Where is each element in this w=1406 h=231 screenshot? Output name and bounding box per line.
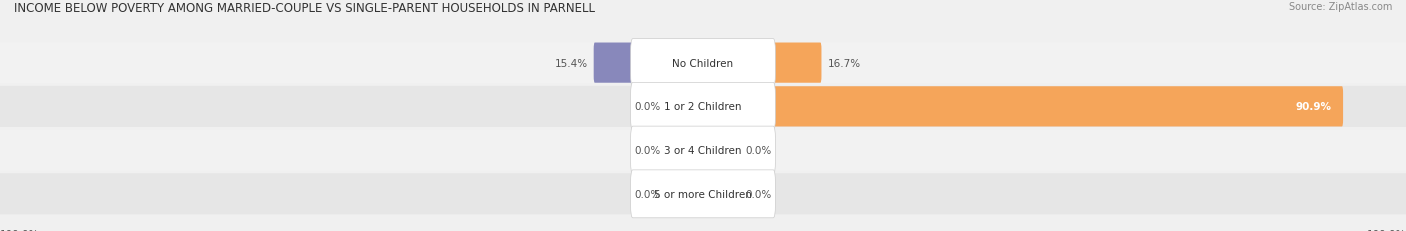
- FancyBboxPatch shape: [702, 87, 1343, 127]
- Text: 0.0%: 0.0%: [634, 102, 661, 112]
- Text: 0.0%: 0.0%: [634, 146, 661, 155]
- FancyBboxPatch shape: [0, 86, 1406, 127]
- FancyBboxPatch shape: [666, 174, 704, 214]
- Text: 15.4%: 15.4%: [554, 58, 588, 68]
- FancyBboxPatch shape: [593, 43, 704, 83]
- Text: 3 or 4 Children: 3 or 4 Children: [664, 146, 742, 155]
- FancyBboxPatch shape: [702, 43, 821, 83]
- Text: 100.0%: 100.0%: [0, 229, 39, 231]
- Text: 90.9%: 90.9%: [1295, 102, 1331, 112]
- FancyBboxPatch shape: [630, 83, 776, 131]
- FancyBboxPatch shape: [666, 131, 704, 170]
- Text: 16.7%: 16.7%: [827, 58, 860, 68]
- FancyBboxPatch shape: [630, 40, 776, 87]
- FancyBboxPatch shape: [702, 131, 740, 170]
- FancyBboxPatch shape: [702, 174, 740, 214]
- Text: INCOME BELOW POVERTY AMONG MARRIED-COUPLE VS SINGLE-PARENT HOUSEHOLDS IN PARNELL: INCOME BELOW POVERTY AMONG MARRIED-COUPL…: [14, 2, 595, 15]
- Text: 1 or 2 Children: 1 or 2 Children: [664, 102, 742, 112]
- FancyBboxPatch shape: [0, 173, 1406, 214]
- FancyBboxPatch shape: [0, 130, 1406, 171]
- Text: 0.0%: 0.0%: [745, 189, 772, 199]
- FancyBboxPatch shape: [630, 170, 776, 218]
- Text: No Children: No Children: [672, 58, 734, 68]
- FancyBboxPatch shape: [0, 43, 1406, 84]
- Text: Source: ZipAtlas.com: Source: ZipAtlas.com: [1288, 2, 1392, 12]
- Text: 5 or more Children: 5 or more Children: [654, 189, 752, 199]
- FancyBboxPatch shape: [666, 87, 704, 127]
- Text: 0.0%: 0.0%: [745, 146, 772, 155]
- Text: 0.0%: 0.0%: [634, 189, 661, 199]
- Text: 100.0%: 100.0%: [1367, 229, 1406, 231]
- FancyBboxPatch shape: [630, 127, 776, 174]
